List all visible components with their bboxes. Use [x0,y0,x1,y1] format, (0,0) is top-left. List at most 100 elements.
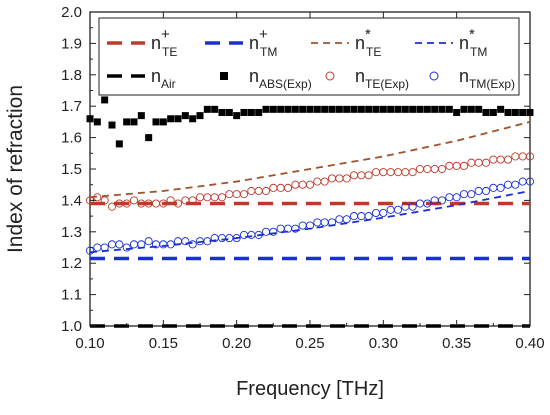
data-point-n-te-exp- [342,174,351,183]
data-point-n-abs-exp- [93,118,101,126]
data-point-n-abs-exp- [269,105,277,113]
data-point-n-abs-exp- [211,105,219,113]
legend-swatch-n-te-exp- [325,71,335,81]
data-point-n-te-exp- [122,199,131,208]
data-point-n-tm-exp- [122,243,131,252]
data-point-n-tm-exp- [496,183,505,192]
data-point-n-tm-exp- [327,218,337,227]
data-point-n-tm-exp- [181,237,190,246]
data-point-n-tm-exp- [437,196,447,205]
data-point-n-tm-exp- [203,237,212,246]
legend-swatch-n-abs-exp- [220,72,228,80]
data-point-n-abs-exp- [181,112,189,120]
y-tick-label: 1.3 [61,224,82,241]
data-point-n-abs-exp- [526,108,534,116]
data-point-n-abs-exp- [233,112,241,120]
data-point-n-tm-exp- [188,240,197,249]
data-point-n-te-exp- [159,199,168,208]
data-point-n-abs-exp- [504,108,512,116]
data-point-n-abs-exp- [313,105,321,113]
data-point-n-te-exp- [503,155,513,164]
data-point-n-tm-exp- [342,215,351,224]
data-point-n-abs-exp- [401,105,409,113]
data-point-n-abs-exp- [196,112,204,120]
data-point-n-abs-exp- [379,105,387,113]
data-point-n-abs-exp- [335,105,343,113]
data-point-n-abs-exp- [328,105,336,113]
data-point-n-abs-exp- [299,105,307,113]
data-point-n-abs-exp- [321,105,329,113]
data-point-n-abs-exp- [357,105,365,113]
data-point-n-abs-exp- [519,108,527,116]
data-point-n-abs-exp- [511,108,519,116]
data-point-n-abs-exp- [137,112,145,120]
data-point-n-te-exp- [93,193,102,202]
data-point-n-abs-exp- [174,115,182,123]
data-point-n-abs-exp- [394,105,402,113]
data-point-n-abs-exp- [123,118,131,126]
x-tick-label: 0.20 [222,335,251,352]
data-point-n-te-exp- [217,193,227,202]
data-point-n-te-exp- [525,152,535,161]
legend-label-n-tm-: n* TM [459,26,487,59]
legend-label-n-te-: n+ TE [151,26,177,59]
data-point-n-te-exp- [408,168,417,177]
x-tick-label: 0.35 [442,335,471,352]
data-point-n-abs-exp- [240,108,248,116]
data-point-n-te-exp- [320,177,329,186]
data-point-n-abs-exp- [372,105,380,113]
data-point-n-te-exp- [261,186,271,196]
data-point-n-abs-exp- [277,105,285,113]
data-point-n-abs-exp- [159,118,167,126]
data-point-n-abs-exp- [262,105,270,113]
chart-axes: 0.10 0.15 0.20 0.25 0.30 0.35 0.40 1.0 1.1 1.2 1.3… [61,4,544,352]
data-point-n-abs-exp- [431,105,439,113]
x-tick-label: 0.25 [295,335,324,352]
data-point-n-te-exp- [100,196,109,205]
y-tick-label: 2.0 [61,4,82,21]
data-point-n-te-exp- [364,171,373,180]
data-point-n-abs-exp- [101,96,109,104]
data-point-n-abs-exp- [475,105,483,113]
data-point-n-tm-exp- [115,240,124,249]
data-point-n-tm-exp- [379,208,388,218]
data-point-n-te-exp- [166,196,175,205]
y-tick-label: 1.5 [61,161,82,178]
y-tick-label: 1.6 [61,130,82,147]
data-point-n-abs-exp- [453,108,461,116]
data-point-n-tm-exp- [100,243,109,252]
data-point-n-te-exp- [239,190,249,199]
legend-label-n-air: nAir [151,66,176,91]
data-point-n-abs-exp- [284,105,292,113]
data-point-n-abs-exp- [489,108,497,116]
data-point-n-tm-exp- [291,224,300,233]
data-point-n-abs-exp- [438,105,446,113]
y-tick-label: 1.1 [61,287,82,304]
legend-label-n-te-: n* TE [355,26,381,59]
data-point-n-abs-exp- [145,134,153,142]
data-point-n-abs-exp- [225,108,233,116]
data-point-n-tm-exp- [481,186,491,196]
data-point-n-te-exp- [173,199,183,208]
legend-swatch-n-tm-exp- [429,71,439,81]
data-point-n-tm-exp- [467,190,476,199]
legend-box [98,17,520,96]
data-point-n-te-exp- [459,161,469,170]
data-point-n-abs-exp- [255,108,263,116]
data-point-n-abs-exp- [409,105,417,113]
data-point-n-tm-exp- [144,237,153,246]
data-point-n-te-exp- [437,164,447,174]
data-point-n-abs-exp- [167,115,175,123]
data-point-n-abs-exp- [387,105,395,113]
series-line-n-te- [89,121,531,199]
y-tick-label: 1.0 [61,318,82,335]
data-point-n-tm-exp- [408,202,417,211]
data-point-n-abs-exp- [350,105,358,113]
data-point-n-tm-exp- [137,240,146,249]
x-tick-label: 0.30 [369,335,398,352]
data-point-n-tm-exp- [269,227,278,236]
data-point-n-abs-exp- [152,118,160,126]
data-point-n-tm-exp- [232,234,241,243]
